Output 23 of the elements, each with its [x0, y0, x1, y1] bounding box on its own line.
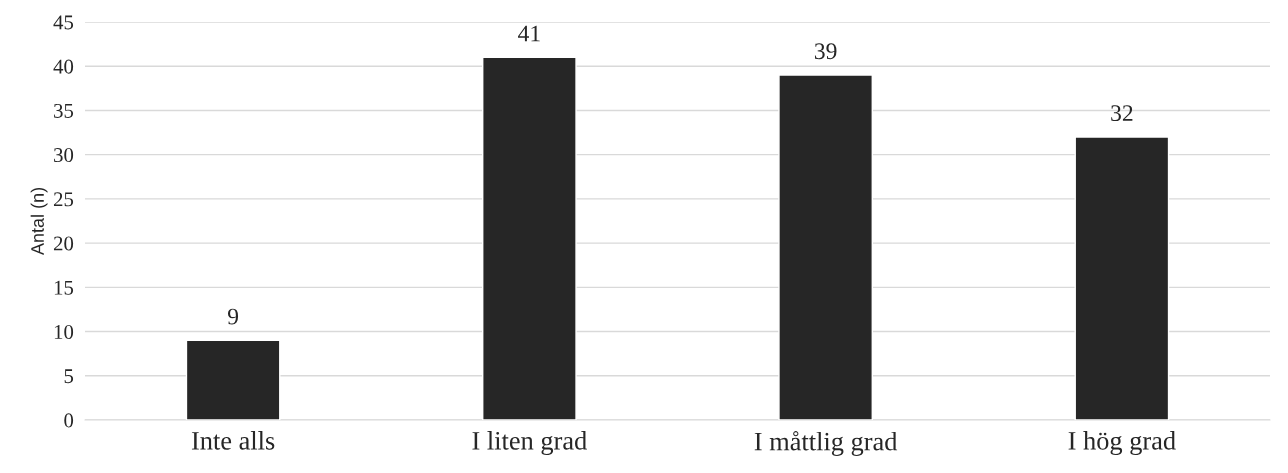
- data-label: 41: [518, 25, 540, 42]
- y-tick-label: 40: [53, 59, 74, 74]
- bar: [1074, 136, 1170, 420]
- bar: [482, 56, 577, 420]
- y-tick-label: 30: [54, 148, 74, 163]
- bar: [185, 339, 281, 420]
- y-tick-label: 20: [53, 236, 74, 251]
- x-tick-label: I liten grad: [472, 431, 587, 456]
- x-tick-label: Inte alls: [191, 431, 275, 450]
- y-tick-label: 15: [54, 280, 74, 295]
- data-label: 9: [227, 308, 239, 325]
- bar: [778, 74, 873, 420]
- x-tick-label: I hög grad: [1068, 431, 1176, 456]
- data-label: 39: [814, 43, 837, 60]
- y-tick-label: 35: [54, 103, 74, 118]
- y-axis-title: Antal (n): [30, 188, 48, 256]
- y-tick-label: 0: [64, 413, 74, 428]
- data-label: 32: [1111, 105, 1133, 122]
- x-tick-label: I måttlig grad: [754, 431, 898, 456]
- y-tick-label: 5: [64, 369, 74, 384]
- y-tick-label: 45: [53, 15, 74, 30]
- y-tick-label: 10: [54, 324, 74, 339]
- y-tick-label: 25: [53, 192, 74, 207]
